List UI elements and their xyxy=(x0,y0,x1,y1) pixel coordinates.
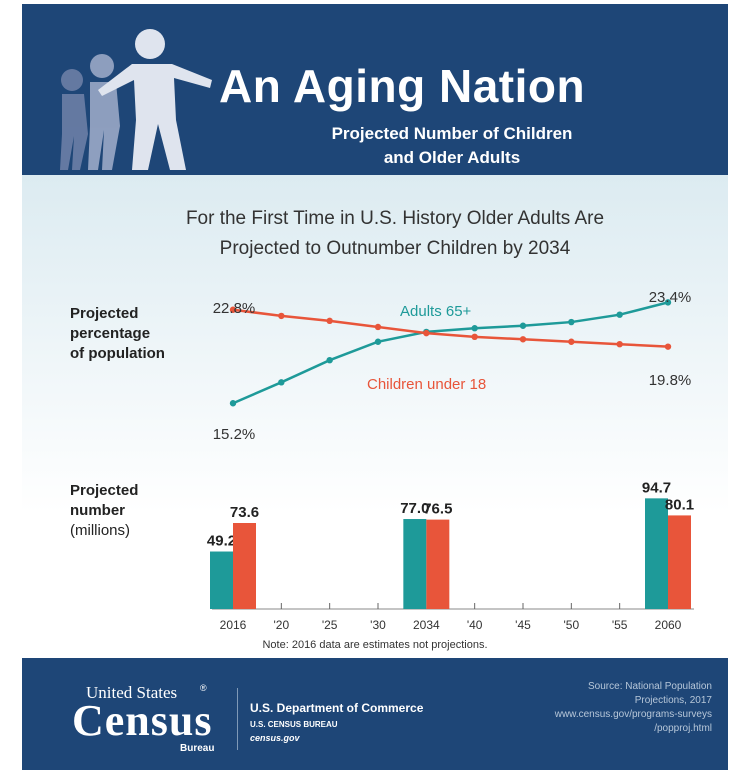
x-tick-label: '30 xyxy=(370,618,386,632)
infographic: An Aging Nation Projected Number of Chil… xyxy=(22,4,728,770)
bar-adults-2034 xyxy=(403,519,427,609)
chart-area: For the First Time in U.S. History Older… xyxy=(22,175,728,658)
bar-chart-label-1: Projected xyxy=(70,482,138,499)
point-adults xyxy=(616,311,623,318)
x-tick-label: 2034 xyxy=(413,618,440,632)
data-note: Note: 2016 data are estimates not projec… xyxy=(262,639,487,651)
header-banner: An Aging Nation Projected Number of Chil… xyxy=(22,4,728,175)
subtitle-line-2: and Older Adults xyxy=(383,148,521,167)
bar-value-adults-2034: 77.0 xyxy=(400,500,429,517)
subtitle: Projected Number of Children and Older A… xyxy=(252,122,652,170)
bar-chart-label-3: (millions) xyxy=(70,522,130,539)
headline-line-2: Projected to Outnumber Children by 2034 xyxy=(219,238,571,259)
line-chart: 22.8% 23.4% 15.2% 19.8% Adults 65+ Children u… xyxy=(213,289,692,443)
point-adults xyxy=(471,325,478,332)
bar-value-children-2060: 80.1 xyxy=(665,496,694,513)
bar-adults-2060 xyxy=(645,498,668,609)
point-children xyxy=(616,341,623,348)
point-children xyxy=(374,323,382,331)
bar-chart-label-2: number xyxy=(70,502,125,519)
headline: For the First Time in U.S. History Older… xyxy=(112,204,678,264)
source-line-4[interactable]: /popproj.html xyxy=(654,723,712,734)
bar-value-adults-2060: 94.7 xyxy=(642,479,671,496)
point-children xyxy=(664,343,672,350)
dept-name: U.S. Department of Commerce xyxy=(250,701,424,715)
point-adults xyxy=(374,338,382,345)
website-link[interactable]: census.gov xyxy=(250,733,300,743)
bar-children-2034 xyxy=(426,519,450,609)
point-children xyxy=(423,329,430,337)
charts-canvas: Projected percentage of population 22.8%… xyxy=(70,289,694,651)
source-line-2: Projections, 2017 xyxy=(634,695,712,706)
bar-value-children-2034: 76.5 xyxy=(423,501,452,518)
bar-value-adults-2016: 49.2 xyxy=(207,533,236,550)
point-adults xyxy=(568,318,575,326)
bar-chart: 49.2 73.6 77.076.5 94.780.1 2016 '20 '25 '30 203… xyxy=(207,479,694,632)
point-children xyxy=(326,317,333,325)
point-adults xyxy=(229,400,237,407)
point-adults xyxy=(519,322,527,329)
x-tick-label: '25 xyxy=(322,618,338,632)
line-chart-label-2: percentage xyxy=(70,325,150,342)
x-tick-label: '50 xyxy=(564,618,580,632)
children-series-label: Children under 18 xyxy=(367,376,486,393)
source-line-1: Source: National Population xyxy=(588,681,712,692)
line-chart-label-3: of population xyxy=(70,345,165,362)
logo-line-3: Bureau xyxy=(180,743,215,754)
x-tick-label: '20 xyxy=(274,618,290,632)
line-children xyxy=(232,308,669,348)
point-adults xyxy=(326,356,333,364)
logo-line-1: United States xyxy=(86,683,178,702)
point-adults xyxy=(664,299,672,306)
x-tick-label: '45 xyxy=(515,618,531,632)
children-end-value: 19.8% xyxy=(649,372,692,389)
point-children xyxy=(229,306,237,313)
x-tick-label: '55 xyxy=(612,618,628,632)
footer-divider xyxy=(237,688,238,750)
bar-adults-2016 xyxy=(210,551,233,609)
bar-children-2060 xyxy=(668,515,691,609)
bar-value-children-2016: 73.6 xyxy=(230,504,259,521)
line-chart-label-1: Projected xyxy=(70,305,138,322)
line-adults xyxy=(232,301,669,405)
adults-start-value: 15.2% xyxy=(213,426,256,443)
subtitle-line-1: Projected Number of Children xyxy=(331,124,573,143)
logo-registered-mark: ® xyxy=(200,683,207,693)
children-start-value: 22.8% xyxy=(213,300,256,317)
bar-children-2016 xyxy=(233,523,256,609)
headline-line-1: For the First Time in U.S. History Older… xyxy=(185,208,605,229)
source-note: Source: National Population Projections,… xyxy=(452,680,712,736)
census-logo: United States ® Census Bureau xyxy=(72,683,242,763)
point-children xyxy=(471,333,478,341)
footer: United States ® Census Bureau U.S. Depar… xyxy=(22,658,728,770)
source-line-3[interactable]: www.census.gov/programs-surveys xyxy=(554,709,712,720)
logo-line-2: Census xyxy=(72,696,213,745)
x-tick-label: 2060 xyxy=(655,618,682,632)
point-children xyxy=(568,338,575,345)
main-title: An Aging Nation xyxy=(219,60,586,112)
point-children xyxy=(519,336,527,343)
adults-series-label: Adults 65+ xyxy=(400,303,472,320)
x-tick-label: 2016 xyxy=(220,618,247,632)
point-adults xyxy=(278,379,285,386)
x-tick-label: '40 xyxy=(467,618,483,632)
adults-end-value: 23.4% xyxy=(649,289,692,306)
department-info: U.S. Department of Commerce U.S. CENSUS … xyxy=(250,701,423,743)
bureau-name: U.S. CENSUS BUREAU xyxy=(250,720,338,729)
people-figures-icon xyxy=(60,29,212,170)
point-children xyxy=(278,312,285,320)
